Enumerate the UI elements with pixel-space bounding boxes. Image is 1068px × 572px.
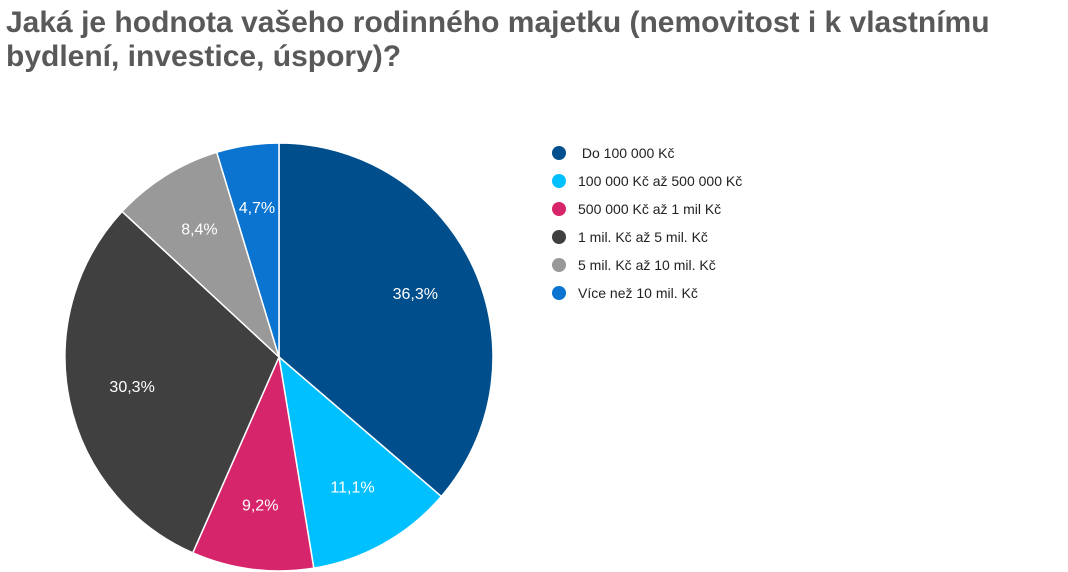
- slice-value-label-4: 8,4%: [181, 221, 217, 238]
- legend-item-2: 500 000 Kč až 1 mil Kč: [552, 195, 742, 223]
- slice-value-label-3: 30,3%: [109, 379, 154, 396]
- legend-item-0: Do 100 000 Kč: [552, 139, 742, 167]
- legend-label-3: 1 mil. Kč až 5 mil. Kč: [578, 229, 708, 245]
- legend-swatch-5: [552, 286, 566, 300]
- legend-label-5: Více než 10 mil. Kč: [578, 285, 698, 301]
- chart-legend: Do 100 000 Kč 100 000 Kč až 500 000 Kč 500…: [552, 139, 742, 307]
- slice-value-label-5: 4,7%: [239, 200, 275, 217]
- legend-item-1: 100 000 Kč až 500 000 Kč: [552, 167, 742, 195]
- pie-slice-4: [121, 151, 281, 360]
- legend-label-1: 100 000 Kč až 500 000 Kč: [578, 173, 743, 189]
- pie-slice-2: [191, 354, 315, 572]
- legend-label-0: Do 100 000 Kč: [578, 145, 675, 161]
- legend-swatch-2: [552, 202, 566, 216]
- pie-slice-0: [278, 142, 494, 498]
- legend-item-3: 1 mil. Kč až 5 mil. Kč: [552, 223, 742, 251]
- slice-value-label-2: 9,2%: [242, 497, 278, 514]
- legend-swatch-3: [552, 230, 566, 244]
- legend-item-4: 5 mil. Kč až 10 mil. Kč: [552, 251, 742, 279]
- slice-value-label-1: 11,1%: [330, 479, 374, 496]
- legend-swatch-1: [552, 174, 566, 188]
- legend-swatch-0: [552, 146, 566, 160]
- legend-label-4: 5 mil. Kč až 10 mil. Kč: [578, 257, 716, 273]
- pie-slice-1: [277, 355, 443, 570]
- pie-slice-3: [64, 210, 280, 554]
- legend-label-2: 500 000 Kč až 1 mil Kč: [578, 201, 722, 217]
- chart-title: Jaká je hodnota vašeho rodinného majetku…: [6, 6, 990, 73]
- pie-slice-5: [215, 142, 280, 358]
- legend-item-5: Více než 10 mil. Kč: [552, 279, 742, 307]
- legend-swatch-4: [552, 258, 566, 272]
- slice-value-label-0: 36,3%: [393, 286, 438, 303]
